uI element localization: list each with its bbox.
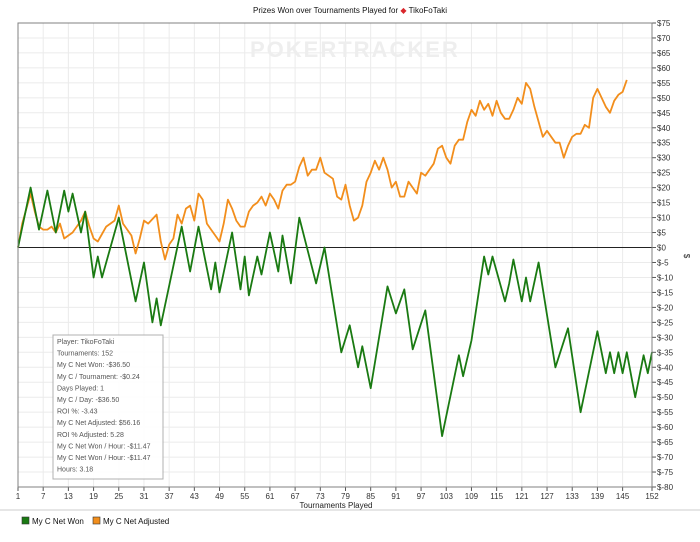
series-line — [17, 79, 628, 261]
x-tick-label: 49 — [215, 492, 224, 501]
y-tick-label: $-50 — [657, 393, 674, 402]
x-tick-label: 37 — [165, 492, 174, 501]
stats-line: My C / Tournament: -$0.24 — [57, 374, 140, 381]
stats-line: Hours: 3.18 — [57, 467, 93, 474]
x-tick-label: 121 — [515, 492, 529, 501]
stats-line: Tournaments: 152 — [57, 351, 113, 358]
x-tick-label: 7 — [41, 492, 46, 501]
series-line — [17, 186, 653, 438]
y-tick-label: $-75 — [657, 468, 674, 477]
stats-line: My C Net Won: -$36.50 — [57, 362, 130, 369]
x-tick-label: 91 — [391, 492, 400, 501]
stats-line: My C / Day: -$36.50 — [57, 397, 119, 404]
x-tick-label: 79 — [341, 492, 350, 501]
stats-line: My C Net Adjusted: $56.16 — [57, 420, 140, 427]
chart-title: Prizes Won over Tournaments Played for ◆… — [253, 6, 447, 15]
legend-swatch — [21, 516, 30, 525]
y-tick-label: $45 — [657, 109, 671, 118]
stats-box — [52, 334, 164, 480]
y-tick-label: $30 — [657, 154, 671, 163]
y-axis-title: $ — [682, 254, 691, 259]
y-tick-label: $75 — [657, 19, 671, 28]
legend: My C Net Won My C Net Adjusted — [21, 516, 169, 526]
x-tick-label: 67 — [291, 492, 300, 501]
x-tick-label: 1 — [16, 492, 21, 501]
legend-label: My C Net Adjusted — [103, 517, 169, 526]
y-tick-label: $-80 — [657, 483, 674, 492]
y-tick-label: $50 — [657, 94, 671, 103]
stats-list: Player: TikoFoTaki Tournaments: 152 My C N… — [57, 339, 151, 474]
watermark-text: POKERTRACKER — [250, 37, 460, 62]
y-tick-label: $5 — [657, 229, 666, 238]
y-tick-label: $-25 — [657, 318, 674, 327]
stats-line: ROI %: -3.43 — [57, 409, 98, 416]
stats-line: ROI % Adjusted: 5.28 — [57, 432, 124, 439]
x-tick-label: 115 — [490, 492, 503, 501]
y-tick-label: $65 — [657, 49, 671, 58]
x-tick-label: 55 — [240, 492, 249, 501]
legend-swatch — [92, 516, 101, 525]
y-tick-label: $10 — [657, 214, 671, 223]
x-tick-label: 97 — [417, 492, 426, 501]
y-tick-label: $-40 — [657, 363, 674, 372]
x-tick-label: 145 — [616, 492, 630, 501]
y-tick-label: $0 — [657, 244, 666, 253]
x-tick-label: 13 — [64, 492, 73, 501]
y-tick-label: $-20 — [657, 303, 674, 312]
y-tick-label: $40 — [657, 124, 671, 133]
y-tick-label: $55 — [657, 79, 671, 88]
y-tick-label: $70 — [657, 34, 671, 43]
y-tick-label: $25 — [657, 169, 671, 178]
plot-frame — [17, 22, 653, 488]
stats-line: My C Net Won / Hour: -$11.47 — [57, 443, 151, 450]
y-tick-label: $-65 — [657, 438, 674, 447]
stats-line: My C Net Won / Hour: -$11.47 — [57, 455, 151, 462]
y-tick-label: $20 — [657, 184, 671, 193]
stats-line: Days Played: 1 — [57, 385, 104, 392]
y-tick-label: $15 — [657, 199, 671, 208]
y-tick-label: $-15 — [657, 288, 674, 297]
y-tick-label: $-60 — [657, 423, 674, 432]
x-tick-label: 19 — [89, 492, 98, 501]
y-tick-label: $-45 — [657, 378, 674, 387]
x-tick-label: 109 — [465, 492, 479, 501]
y-tick-label: $60 — [657, 64, 671, 73]
legend-label: My C Net Won — [32, 517, 84, 526]
x-tick-label: 103 — [440, 492, 454, 501]
y-tick-label: $-30 — [657, 333, 674, 342]
stats-line: Player: TikoFoTaki — [57, 339, 115, 346]
x-tick-label: 73 — [316, 492, 325, 501]
y-tick-label: $-10 — [657, 273, 674, 282]
x-tick-label: 61 — [265, 492, 274, 501]
y-tick-label: $-35 — [657, 348, 674, 357]
series-lines — [17, 79, 653, 438]
x-tick-label: 25 — [114, 492, 123, 501]
x-tick-label: 133 — [566, 492, 580, 501]
x-axis-title: Tournaments Played — [300, 501, 373, 510]
y-tick-label: $-55 — [657, 408, 674, 417]
y-tick-label: $35 — [657, 139, 671, 148]
x-tick-label: 127 — [540, 492, 554, 501]
y-axis-ticks: $75 $70 $65 $60 $55 $50 $45 $40 $35 $30 $25 $20 $15 $… — [652, 19, 674, 492]
x-tick-label: 43 — [190, 492, 199, 501]
x-tick-label: 85 — [366, 492, 375, 501]
y-tick-label: $-5 — [657, 258, 669, 267]
x-tick-label: 139 — [591, 492, 605, 501]
y-tick-label: $-70 — [657, 453, 674, 462]
x-tick-label: 152 — [645, 492, 659, 501]
x-tick-label: 31 — [140, 492, 149, 501]
x-axis-ticks: 1 7 13 19 25 31 37 43 49 55 61 67 73 79 85 91 97 103 109 11… — [16, 487, 659, 501]
